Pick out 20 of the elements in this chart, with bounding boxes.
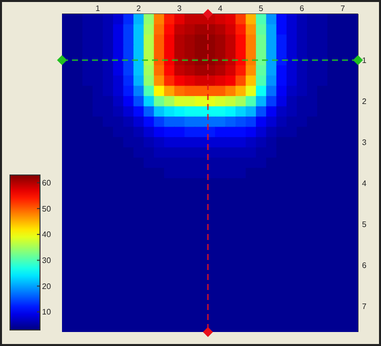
y-tick-label: 5 bbox=[362, 220, 367, 230]
y-tick-label: 6 bbox=[362, 261, 367, 270]
y-tick-label: 2 bbox=[362, 97, 367, 106]
x-tick-label: 1 bbox=[96, 4, 100, 13]
y-tick-label: 3 bbox=[362, 138, 367, 148]
color-bar-label: 10 bbox=[42, 308, 52, 317]
x-tick-label: 7 bbox=[340, 4, 346, 13]
x-tick-label: 5 bbox=[258, 4, 264, 13]
color-bar-label: 30 bbox=[42, 256, 52, 266]
color-bar-label: 40 bbox=[42, 230, 52, 240]
x-tick-label: 6 bbox=[300, 4, 305, 13]
y-tick-label: 7 bbox=[362, 302, 367, 312]
x-tick-label: 3 bbox=[177, 4, 182, 13]
y-tick-label: 4 bbox=[362, 179, 367, 188]
color-bar-label: 60 bbox=[42, 178, 52, 188]
color-bar-label: 20 bbox=[42, 282, 52, 291]
x-tick-label: 4 bbox=[218, 4, 223, 13]
x-tick-label: 2 bbox=[136, 4, 142, 13]
color-bar-label: 50 bbox=[42, 204, 52, 214]
y-tick-label: 1 bbox=[362, 56, 367, 65]
